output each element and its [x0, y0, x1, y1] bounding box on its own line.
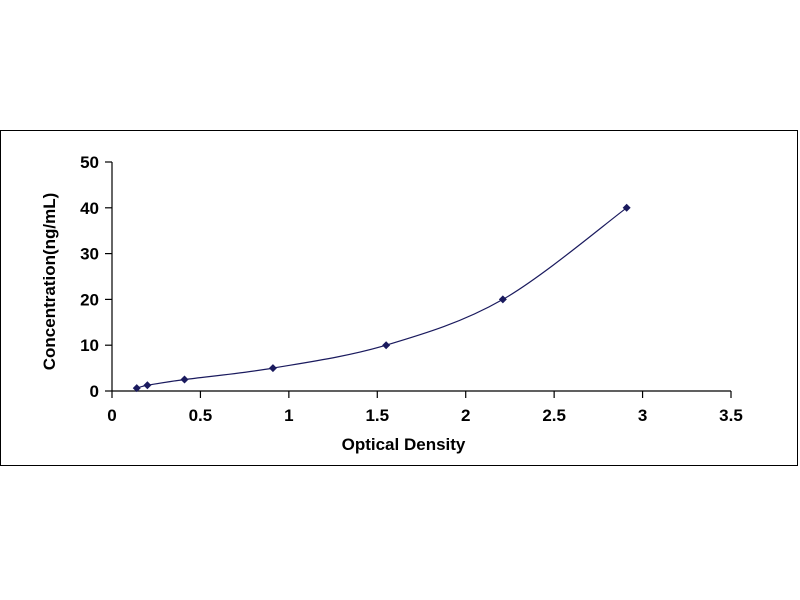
data-point [498, 295, 507, 304]
y-axis-ticks: 0 10 20 30 40 50 [80, 153, 112, 401]
x-tick-label: 0 [107, 406, 116, 425]
data-point [180, 375, 189, 384]
trend-line [136, 207, 628, 389]
x-tick-label: 3.5 [719, 406, 743, 425]
data-point [622, 203, 631, 212]
y-tick-label: 50 [80, 153, 99, 172]
x-tick-label: 2 [461, 406, 470, 425]
chart: 0 0.5 1 1.5 2 2.5 3 3.5 0 10 20 30 40 50 Optical Den… [40, 153, 743, 454]
y-tick-label: 40 [80, 199, 99, 218]
y-tick-label: 10 [80, 336, 99, 355]
data-point [132, 384, 141, 393]
x-tick-label: 1.5 [365, 406, 389, 425]
y-axis-title: Concentration(ng/mL) [40, 193, 59, 371]
axes [111, 162, 731, 392]
y-tick-label: 30 [80, 245, 99, 264]
x-tick-label: 0.5 [189, 406, 213, 425]
y-tick-label: 20 [80, 290, 99, 309]
x-axis-title: Optical Density [342, 435, 466, 454]
x-tick-label: 2.5 [542, 406, 566, 425]
x-tick-label: 1 [284, 406, 293, 425]
data-point [268, 364, 277, 373]
y-tick-label: 0 [90, 382, 99, 401]
x-tick-label: 3 [638, 406, 647, 425]
data-point [143, 381, 152, 390]
x-axis-ticks: 0 0.5 1 1.5 2 2.5 3 3.5 [107, 391, 743, 425]
chart-frame: 0 0.5 1 1.5 2 2.5 3 3.5 0 10 20 30 40 50 Optical Den… [0, 130, 798, 466]
data-points [132, 203, 631, 393]
data-point [382, 341, 391, 350]
